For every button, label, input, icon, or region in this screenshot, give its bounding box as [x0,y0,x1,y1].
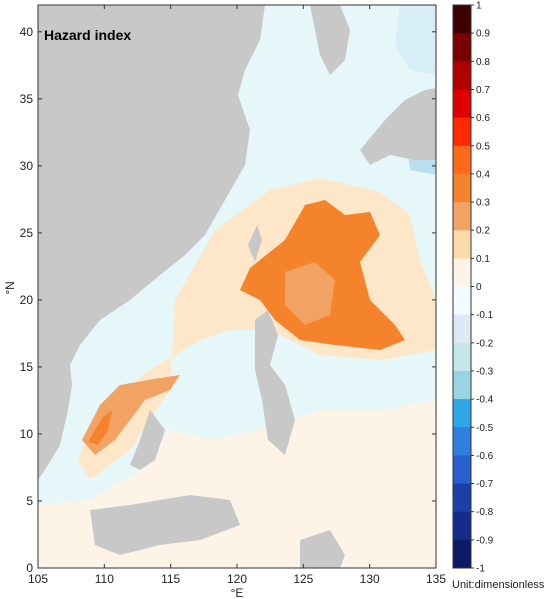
colorbar-tick-label: 0.6 [476,113,490,124]
x-tick-label: 115 [161,572,180,586]
colorbar-tick-label: -0.7 [476,479,494,490]
korean-peninsula [310,5,350,75]
philippines-islands [255,310,295,455]
colorbar-swatch [453,5,471,34]
colorbar-unit-label: Unit:dimensionless [452,579,545,591]
colorbar-tick-label: -0.2 [476,338,494,349]
y-axis-label: °N [3,281,17,294]
map-plot-area [38,5,436,568]
china-mainland [38,5,265,480]
colorbar-swatch [453,399,471,428]
colorbar-swatch [453,61,471,90]
colorbar-tick-label: -0.1 [476,310,494,321]
x-axis-ticks: 105 110 115 120 125 130 135 [28,5,446,586]
colorbar-swatch [453,370,471,400]
colorbar-tick-label: 0 [476,282,482,293]
y-tick-label: 15 [20,360,34,374]
map-title: Hazard index [44,27,131,43]
y-tick-label: 40 [20,25,34,39]
colorbar-swatch [453,314,471,344]
cool-patch-north [395,5,436,75]
x-tick-label: 110 [95,572,114,586]
colorbar-swatch [453,258,471,287]
colorbar-tick-label: 1 [476,1,482,12]
colorbar-tick-label: 0.8 [476,57,490,68]
borneo-island [90,495,240,555]
colorbar-tick-label: 0.1 [476,254,490,265]
x-tick-label: 120 [227,572,247,586]
colorbar-swatch [453,342,471,372]
colorbar-tick-label: -0.4 [476,395,494,406]
colorbar-swatch [453,455,471,485]
colorbar-swatch [453,230,471,259]
colorbar-swatch [453,511,471,541]
colorbar-tick-label: 0.3 [476,198,490,209]
colorbar-swatch [453,173,471,203]
colorbar-swatch [453,33,471,62]
colorbar-tick-label: 0.4 [476,169,490,180]
colorbar-swatch [453,202,471,231]
x-axis-label: °E [231,586,244,599]
y-tick-label: 5 [26,494,33,508]
sulawesi-island [300,530,345,568]
colorbar-tick-label: 0.5 [476,141,490,152]
y-tick-label: 30 [20,159,34,173]
colorbar-tick-label: -0.5 [476,423,494,434]
colorbar-swatch [453,539,471,569]
colorbar-tick-label: 0.9 [476,29,490,40]
indochina-peninsula [130,410,165,470]
vietnam-coast-hazard-core [82,375,180,455]
colorbar-swatch [453,145,471,175]
colorbar-tick-label: 0.7 [476,85,490,96]
colorbar-swatch [453,117,471,147]
colorbar-swatch [453,89,471,119]
x-tick-label: 125 [293,572,313,586]
colorbar-tick-label: -0.8 [476,507,494,518]
x-tick-label: 135 [426,572,446,586]
x-tick-label: 130 [360,572,380,586]
y-tick-label: 35 [20,92,34,106]
y-tick-label: 10 [20,427,34,441]
x-tick-label: 105 [28,572,48,586]
taiwan-island [248,225,262,262]
y-axis-ticks: 0 5 10 15 20 25 30 35 40 [20,25,436,575]
colorbar-tick-label: -0.6 [476,451,494,462]
colorbar-swatch [453,483,471,513]
colorbar-swatch [453,286,471,316]
colorbar-swatch [453,427,471,456]
colorbar: 1 0.9 0.8 0.7 0.6 0.5 0.4 0.3 0.2 0.1 0 -0.1 -0.2 -0.… [452,1,494,575]
japan-islands [360,88,436,165]
colorbar-tick-label: -1 [476,564,485,575]
y-tick-label: 20 [20,293,34,307]
colorbar-tick-label: -0.9 [476,535,494,546]
vietnam-inner-core [88,410,112,445]
colorbar-tick-label: -0.3 [476,366,494,377]
y-tick-label: 0 [26,561,33,575]
core-inner-patch [285,262,335,325]
colorbar-tick-label: 0.2 [476,226,490,237]
y-tick-label: 25 [20,226,34,240]
